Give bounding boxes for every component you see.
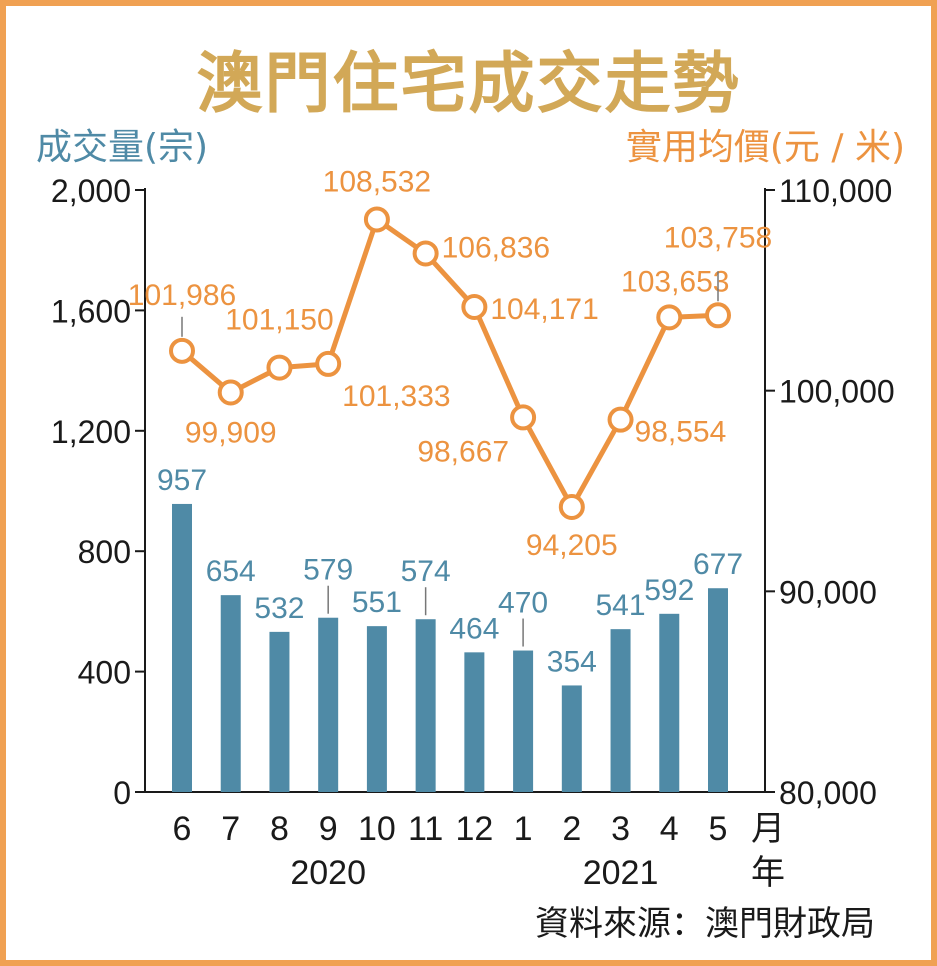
left-tick-label: 800 [78,534,131,570]
x-tick-label: 9 [319,810,338,848]
bar [659,613,680,792]
line-value-label: 98,554 [635,416,727,449]
price-point [558,493,585,520]
x-tick-label: 6 [173,810,192,848]
right-tick-label: 90,000 [779,574,877,610]
x-tick-label: 11 [408,810,443,848]
price-point [607,406,634,433]
year-unit-label: 年 [751,854,785,892]
bar [610,629,631,792]
bar-value-label: 592 [644,574,694,607]
price-point [656,304,683,331]
bar-value-label: 654 [206,555,256,588]
year-label: 2021 [583,854,659,892]
line-value-label: 98,667 [417,435,509,468]
bar [220,595,241,792]
bar-value-label: 574 [401,555,451,588]
x-tick-label: 3 [611,810,630,848]
bar [561,685,582,792]
left-tick-label: 2,000 [51,173,131,209]
bar-value-label: 551 [352,586,402,619]
price-point [363,206,390,233]
bar [172,503,192,792]
left-tick-label: 400 [78,655,131,691]
line-value-label: 108,532 [323,165,431,198]
bar [269,631,290,792]
x-tick-label: 5 [709,810,728,848]
x-tick-label: 1 [514,810,533,848]
left-tick-label: 0 [113,775,131,811]
bar [708,588,728,792]
left-tick-label: 1,600 [51,293,131,329]
left-axis-label: 成交量(宗) [36,127,209,168]
right-axis-label: 實用均價(元 / 米) [625,127,905,168]
price-point [217,379,244,406]
price-point [412,240,439,267]
right-tick-label: 80,000 [779,775,877,811]
right-tick-label: 110,000 [779,173,892,209]
line-value-label: 101,150 [225,304,333,337]
x-unit-label: 月 [751,810,785,848]
line-value-label: 99,909 [185,416,277,449]
source-note: 資料來源：澳門財政局 [535,904,875,944]
price-point [315,350,342,377]
bar [513,650,534,792]
line-value-label: 103,653 [621,265,729,298]
x-tick-label: 12 [455,810,493,848]
bar-value-label: 957 [157,464,207,497]
year-label: 2020 [290,854,366,892]
line-value-label: 104,171 [490,293,598,326]
line-value-label: 94,205 [526,529,618,562]
bar [366,626,387,792]
x-tick-label: 2 [562,810,581,848]
chart-title: 澳門住宅成交走勢 [196,45,741,122]
bar-value-label: 677 [693,548,743,581]
bar-value-label: 579 [303,554,353,587]
x-tick-label: 10 [358,810,396,848]
price-point [705,302,731,329]
x-tick-label: 4 [660,810,679,848]
bar-value-label: 532 [254,592,304,625]
x-tick-label: 7 [221,810,240,848]
bar [318,617,339,792]
bar-value-label: 464 [449,612,499,645]
left-tick-label: 1,200 [51,414,131,450]
line-value-label: 103,758 [664,221,772,254]
x-tick-label: 8 [270,810,289,848]
right-tick-label: 100,000 [779,374,895,410]
price-point [461,293,488,320]
line-value-label: 101,333 [342,380,450,413]
bar-value-label: 541 [596,589,646,622]
bar-value-label: 470 [498,587,548,620]
bar [415,619,436,792]
price-point [169,337,195,364]
line-value-label: 101,986 [128,279,236,312]
price-point [510,404,537,431]
bar [464,652,485,792]
bar-value-label: 354 [547,645,597,678]
price-point [266,354,293,381]
line-value-label: 106,836 [442,231,550,264]
